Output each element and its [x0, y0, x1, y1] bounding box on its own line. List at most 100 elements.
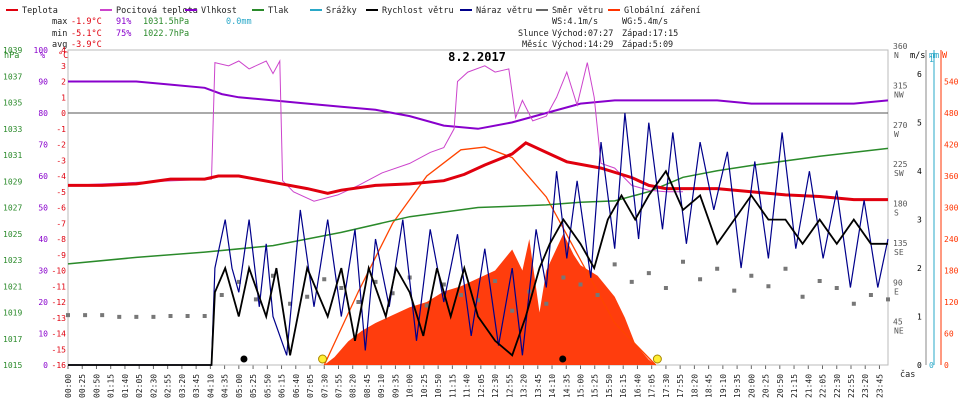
- legend-label-2: Vlhkost: [201, 6, 237, 16]
- wind-dir-point: [646, 271, 651, 276]
- pct-tick: 20: [38, 298, 48, 307]
- dir-tick-name: SW: [894, 169, 904, 178]
- x-tick-label: 14:35: [562, 374, 571, 398]
- wind-dir-point: [253, 297, 258, 302]
- hpa-tick: 1039: [3, 46, 22, 55]
- temp-tick: -1: [56, 125, 66, 134]
- x-tick-label: 05:25: [249, 374, 258, 398]
- x-axis: 00:00 00:25 00:50 01:15 01:40 02:05 02:30 02:55…: [64, 365, 884, 398]
- x-tick-label: 22:30: [833, 374, 842, 398]
- right-axes: m/smmW360N315NW270W225SW180S135SE90E45NE…: [893, 42, 959, 370]
- pct-tick: 80: [38, 109, 48, 118]
- legend-label-1: Pocitová teplota: [116, 6, 198, 16]
- wind-dir-point: [441, 282, 446, 287]
- legend: Teplota Pocitová teplota Vlhkost Tlak Srážky…: [6, 6, 701, 16]
- x-tick-label: 10:25: [420, 374, 429, 398]
- radiation-clear-sky-line: [323, 146, 657, 366]
- wind-dir-point: [322, 277, 327, 282]
- hpa-unit: hPa: [4, 51, 19, 61]
- wind-dir-point: [236, 279, 241, 284]
- wind-dir-point: [868, 293, 873, 297]
- moonrise: Východ:14:29: [552, 40, 613, 50]
- wind-dir-point: [834, 286, 839, 290]
- wind-dir-point: [219, 293, 224, 297]
- hpa-tick: 1037: [3, 72, 22, 81]
- pct-tick: 90: [38, 78, 48, 87]
- dir-tick-name: N: [894, 51, 899, 60]
- stats-min-press: 1022.7hPa: [143, 29, 189, 39]
- stats-avg-label: avg: [52, 40, 67, 50]
- hpa-tick: 1017: [3, 335, 22, 344]
- x-tick-label: 22:05: [819, 374, 828, 398]
- hpa-tick: 1035: [3, 99, 22, 108]
- x-tick-label: 08:20: [349, 374, 358, 398]
- dir-tick-deg: 360: [893, 42, 908, 51]
- moon-marker: [240, 355, 248, 363]
- pressure-line: [67, 147, 889, 265]
- x-tick-label: 11:15: [448, 374, 457, 398]
- x-tick-label: 03:20: [178, 374, 187, 398]
- sun-moon-info: WS:4.1m/s WG:5.4m/s Slunce Východ:07:27 …: [518, 17, 678, 50]
- dir-tick-name: E: [894, 287, 899, 296]
- stats-min-hum: 75%: [116, 29, 131, 39]
- x-tick-label: 00:50: [92, 374, 101, 398]
- wind-dir-point: [271, 273, 275, 278]
- x-tick-label: 22:55: [847, 374, 856, 398]
- stats-min-temp: -5.1°C: [71, 29, 102, 39]
- plot-area: [66, 49, 890, 366]
- x-tick-label: 15:00: [577, 374, 586, 398]
- feels-like-line: [67, 59, 683, 202]
- pct-unit: %: [40, 51, 45, 61]
- x-tick-label: 13:45: [534, 374, 543, 398]
- x-tick-label: 16:40: [633, 374, 642, 398]
- wind-dir-point: [185, 314, 190, 318]
- pct-tick: 30: [38, 267, 48, 276]
- pct-tick: 0: [43, 361, 48, 370]
- wind-dir-point: [151, 314, 156, 319]
- x-tick-label: 18:45: [705, 374, 714, 398]
- sun-marker: [318, 354, 328, 364]
- dir-tick-name: NW: [894, 90, 904, 99]
- stats-avg-temp: -3.9°C: [71, 40, 102, 50]
- x-tick-label: 01:40: [121, 374, 130, 398]
- hpa-tick: 1025: [3, 230, 22, 239]
- legend-label-8: Globální záření: [624, 6, 701, 16]
- x-tick-label: 04:35: [221, 374, 230, 398]
- pct-tick: 100: [34, 46, 49, 55]
- legend-label-4: Srážky: [326, 6, 357, 16]
- stats-box: max -1.9°C 91% 1031.5hPa 0.0mm min -5.1°…: [52, 17, 252, 50]
- dir-tick-deg: 180: [893, 200, 908, 209]
- dir-tick-deg: 45: [893, 318, 903, 327]
- wind-tick: 4: [917, 167, 922, 176]
- temp-tick: 1: [61, 93, 66, 102]
- wind-dir-point: [458, 293, 463, 297]
- hpa-tick: 1021: [3, 282, 22, 291]
- x-tick-label: 10:00: [406, 374, 415, 398]
- x-tick-label: 07:05: [306, 374, 315, 398]
- pct-tick: 40: [38, 235, 48, 244]
- temp-tick: -8: [56, 235, 66, 244]
- stats-max-hum: 91%: [116, 17, 131, 27]
- wind-dir-point: [339, 286, 344, 290]
- x-tick-label: 02:55: [164, 374, 173, 398]
- sun-label: Slunce: [518, 29, 549, 39]
- temp-tick: -9: [56, 251, 66, 260]
- temp-tick: -7: [56, 219, 66, 228]
- temp-tick: -10: [52, 267, 67, 276]
- x-tick-label: 19:10: [719, 374, 728, 398]
- x-tick-label: 12:30: [491, 374, 500, 398]
- wind-dir-point: [134, 314, 139, 319]
- moon-label: Měsíc: [522, 40, 548, 50]
- wind-speed-avg: WS:4.1m/s: [552, 17, 598, 27]
- legend-label-6: Náraz větru: [476, 6, 532, 16]
- legend-label-0: Teplota: [22, 6, 58, 16]
- temp-unit: °C: [58, 51, 68, 61]
- temp-tick: -13: [52, 314, 67, 323]
- x-tick-label: 05:00: [235, 374, 244, 398]
- wind-dir-point: [493, 279, 498, 283]
- sun-marker: [652, 354, 662, 364]
- x-tick-label: 04:10: [206, 374, 215, 398]
- x-tick-label: 13:20: [520, 374, 529, 398]
- rad-unit: W: [942, 51, 948, 61]
- x-tick-label: 06:40: [292, 374, 301, 398]
